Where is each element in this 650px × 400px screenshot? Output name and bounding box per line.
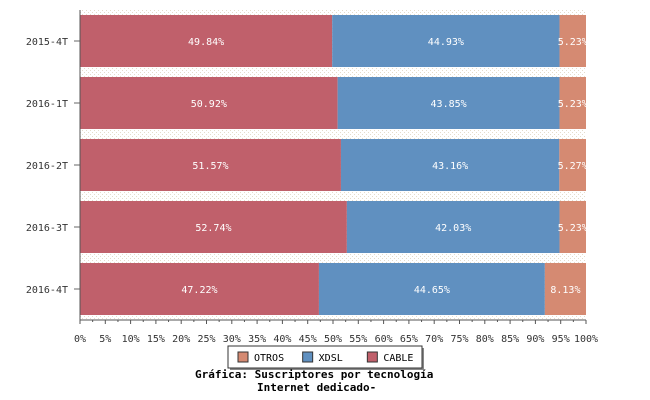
- x-tick-label: 85%: [501, 334, 519, 345]
- x-tick-label: 65%: [400, 334, 418, 345]
- bar-otros-2016-3t: [559, 201, 586, 253]
- x-tick-label: 25%: [197, 334, 215, 345]
- x-tick-label: 45%: [299, 334, 317, 345]
- bar-cable-2016-1t: [80, 77, 338, 129]
- x-tick-label: 95%: [552, 334, 570, 345]
- bar-cable-2016-4t: [80, 263, 319, 315]
- axes: 2015-4T 2016-1T 2016-2T 2016-3T 2016-4T 0% 5% 1…: [26, 10, 598, 345]
- bar-xdsl-2016-2t: [340, 139, 560, 191]
- x-tick-label: 20%: [172, 334, 190, 345]
- x-tick-label: 5%: [99, 334, 111, 345]
- data-label-cable-2016-1t: 50.92%: [191, 99, 227, 110]
- data-label-otros-2015-4t: 5.23%: [558, 37, 588, 48]
- legend-label-cable: CABLE: [383, 353, 413, 364]
- bar-otros-2016-4t: [544, 263, 586, 315]
- x-tick-label: 35%: [248, 334, 266, 345]
- data-label-otros-2016-4t: 8.13%: [550, 285, 580, 296]
- bar-cable-2015-4t: [80, 15, 333, 67]
- data-label-otros-2016-2t: 5.27%: [558, 161, 588, 172]
- bar-xdsl-2016-1t: [337, 77, 560, 129]
- x-tick-label: 70%: [425, 334, 443, 345]
- bar-cable-2016-3t: [80, 201, 347, 253]
- x-tick-label: 100%: [574, 334, 598, 345]
- x-tick-label: 60%: [375, 334, 393, 345]
- data-label-cable-2016-2t: 51.57%: [192, 161, 228, 172]
- legend-label-otros: OTROS: [254, 353, 284, 364]
- bar-otros-2016-1t: [559, 77, 586, 129]
- data-label-xdsl-2016-4t: 44.65%: [414, 285, 450, 296]
- legend-swatch-otros: [237, 351, 249, 363]
- data-label-cable-2016-3t: 52.74%: [195, 223, 231, 234]
- bar-xdsl-2016-4t: [318, 263, 545, 315]
- data-label-cable-2016-4t: 47.22%: [181, 285, 217, 296]
- data-label-otros-2016-3t: 5.23%: [558, 223, 588, 234]
- bar-otros-2015-4t: [559, 15, 586, 67]
- legend-swatch-xdsl: [302, 351, 314, 363]
- x-tick-label: 0%: [74, 334, 86, 345]
- data-label-xdsl-2015-4t: 44.93%: [428, 37, 464, 48]
- x-tick-label: 40%: [273, 334, 291, 345]
- data-label-otros-2016-1t: 5.23%: [558, 99, 588, 110]
- x-tick-label: 15%: [147, 334, 165, 345]
- legend: OTROS XDSL CABLE: [227, 345, 424, 370]
- x-tick-label: 50%: [324, 334, 342, 345]
- x-tick-label: 30%: [223, 334, 241, 345]
- x-tick-label: 90%: [526, 334, 544, 345]
- x-tick-label: 55%: [349, 334, 367, 345]
- category-label-2016-3t: 2016-3T: [26, 223, 68, 234]
- data-label-xdsl-2016-3t: 42.03%: [435, 223, 471, 234]
- data-label-xdsl-2016-2t: 43.16%: [432, 161, 468, 172]
- bar-otros-2016-2t: [559, 139, 586, 191]
- category-label-2016-4t: 2016-4T: [26, 285, 68, 296]
- chart-title-line-1: Gráfica: Suscriptores por tecnología: [195, 368, 433, 381]
- bar-xdsl-2015-4t: [332, 15, 560, 67]
- category-label-2015-4t: 2015-4T: [26, 37, 68, 48]
- x-tick-label: 75%: [450, 334, 468, 345]
- bar-group: 49.84% 44.93% 5.23% 50.92% 43.85% 5.23% 51.57%…: [80, 15, 588, 315]
- chart-title-line-2: Internet dedicado-: [257, 381, 376, 394]
- legend-swatch-cable: [366, 351, 378, 363]
- legend-label-xdsl: XDSL: [319, 353, 343, 364]
- data-label-xdsl-2016-1t: 43.85%: [431, 99, 467, 110]
- bar-xdsl-2016-3t: [346, 201, 560, 253]
- category-label-2016-1t: 2016-1T: [26, 99, 68, 110]
- category-label-2016-2t: 2016-2T: [26, 161, 68, 172]
- x-tick-label: 80%: [476, 334, 494, 345]
- x-tick-label: 10%: [122, 334, 140, 345]
- data-label-cable-2015-4t: 49.84%: [188, 37, 224, 48]
- bar-cable-2016-2t: [80, 139, 341, 191]
